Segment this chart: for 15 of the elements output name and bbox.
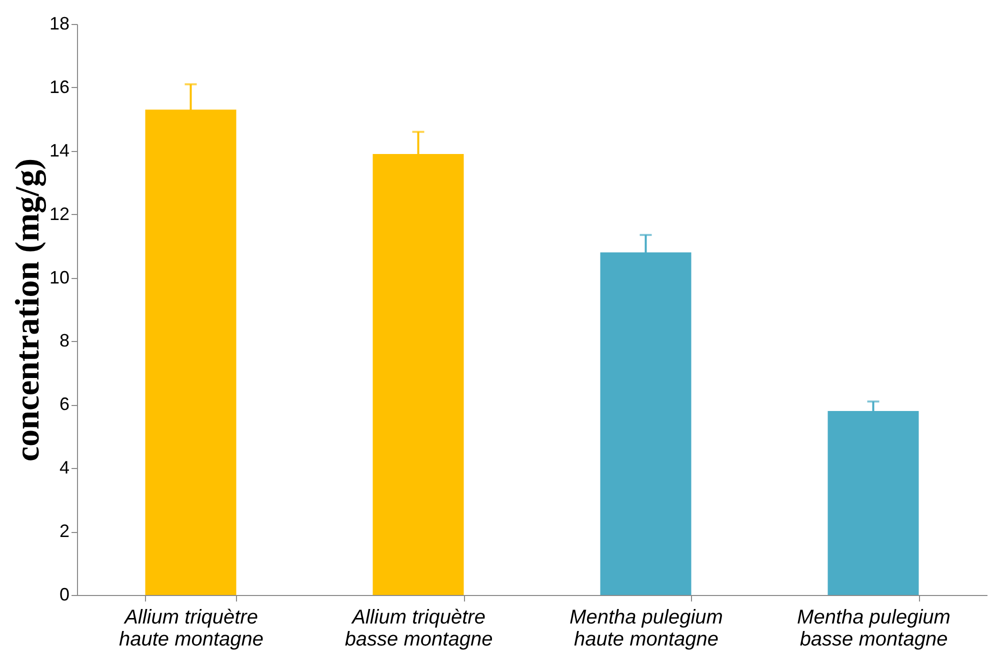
x-tick-label: Mentha pulegium haute montagne xyxy=(570,606,723,650)
y-tick-label: 8 xyxy=(59,330,70,351)
y-tick-label: 12 xyxy=(49,204,70,224)
y-tick-label: 16 xyxy=(49,76,70,97)
y-tick-label: 10 xyxy=(49,267,70,288)
y-tick-label: 14 xyxy=(49,140,70,160)
y-tick-label: 4 xyxy=(59,458,70,478)
y-tick-label: 0 xyxy=(59,584,70,604)
y-axis-title: concentration (mg/g) xyxy=(9,158,46,462)
x-tick-label: Allium triquètre haute montagne xyxy=(118,606,264,650)
y-tick-label: 2 xyxy=(59,521,70,542)
y-tick-label: 6 xyxy=(59,394,70,414)
x-tick-label: Mentha pulegium basse montagne xyxy=(797,606,950,650)
x-tick-label: Allium triquètre basse montagne xyxy=(344,606,493,650)
y-tick-label: 18 xyxy=(49,14,70,34)
